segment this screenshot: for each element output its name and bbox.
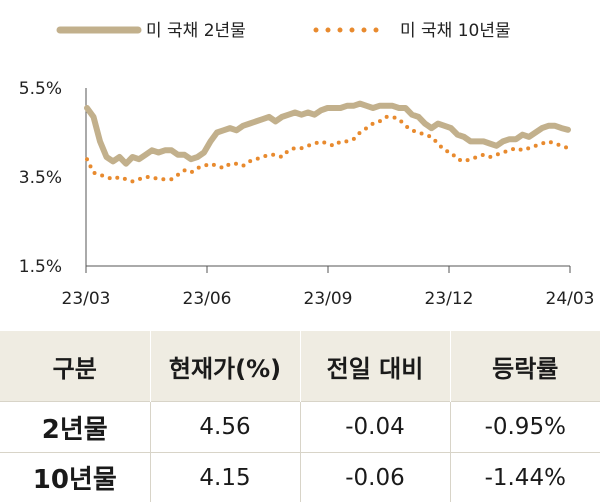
legend: 미 국채 2년물 미 국채 10년물 xyxy=(56,21,511,41)
x-tick-label: 24/03 xyxy=(546,289,595,309)
row-price: 4.15 xyxy=(149,452,300,502)
table-header-row: 구분 현재가(%) 전일 대비 등락률 xyxy=(0,331,600,402)
table-row: 2년물 4.56 -0.04 -0.95% xyxy=(0,401,600,453)
yield-summary-table: 구분 현재가(%) 전일 대비 등락률 2년물 4.56 -0.04 -0.95… xyxy=(0,331,600,502)
row-label: 2년물 xyxy=(0,401,150,453)
legend-label-2y: 미 국채 2년물 xyxy=(146,21,246,41)
x-tick-label: 23/03 xyxy=(62,289,111,309)
yield-chart: 미 국채 2년물 미 국채 10년물 5.5% 3.5% 1.5%23/03 23/0… xyxy=(19,21,595,309)
table-row: 10년물 4.15 -0.06 -1.44% xyxy=(0,452,600,502)
x-tick-label: 23/06 xyxy=(183,289,232,309)
row-label: 10년물 xyxy=(0,452,150,502)
y-tick-label: 5.5% xyxy=(19,79,62,99)
row-change: -0.04 xyxy=(299,401,450,453)
row-rate: -0.95% xyxy=(449,401,600,453)
header-change: 전일 대비 xyxy=(299,331,450,402)
header-rate: 등락률 xyxy=(449,331,600,402)
x-tick-label: 23/09 xyxy=(304,289,353,309)
row-rate: -1.44% xyxy=(449,452,600,502)
series-layer xyxy=(84,100,571,184)
series-line-2y xyxy=(84,100,571,167)
axes xyxy=(85,88,570,267)
y-tick-label: 3.5% xyxy=(19,168,62,188)
tick-layer: 5.5% 3.5% 1.5%23/03 23/06 23/09 23/12 24/03 xyxy=(19,79,595,309)
row-change: -0.06 xyxy=(299,452,450,502)
legend-label-10y: 미 국채 10년물 xyxy=(400,21,511,41)
header-price: 현재가(%) xyxy=(149,331,300,402)
x-tick-label: 23/12 xyxy=(425,289,474,309)
header-category: 구분 xyxy=(0,331,150,402)
row-price: 4.56 xyxy=(149,401,300,453)
y-tick-label: 1.5% xyxy=(19,257,62,277)
